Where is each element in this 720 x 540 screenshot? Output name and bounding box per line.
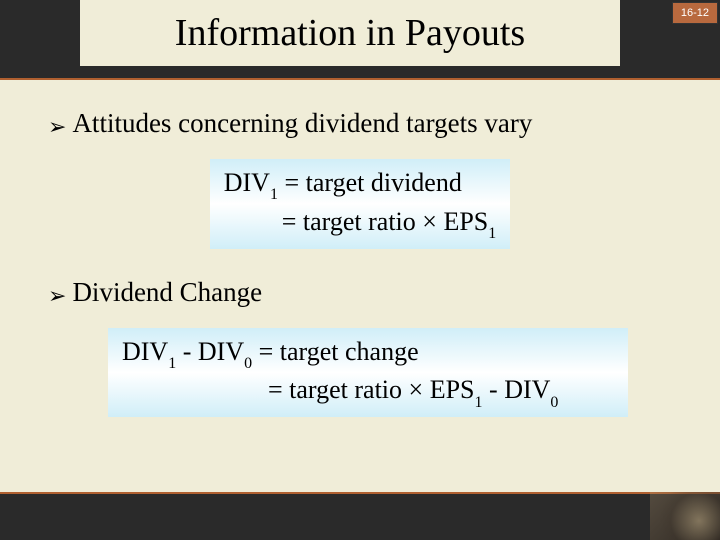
bullet-item: ➢ Dividend Change	[48, 277, 672, 308]
bottom-bar	[0, 492, 720, 540]
eq-var: DIV	[122, 337, 168, 366]
eq-equals: =	[259, 337, 280, 366]
times-icon: ×	[422, 207, 437, 236]
eq-rhs: target dividend	[306, 168, 462, 197]
eq-term: EPS	[443, 207, 488, 236]
bullet-arrow-icon: ➢	[48, 116, 66, 138]
equation-block-1: DIV1 = target dividend = target ratio × …	[210, 159, 511, 249]
eq-equals: =	[284, 168, 305, 197]
eq-subscript: 0	[244, 355, 252, 372]
bullet-arrow-icon: ➢	[48, 285, 66, 307]
title-bar: Information in Payouts	[0, 0, 720, 80]
equation-line: = target ratio × EPS1 - DIV0	[122, 372, 614, 411]
slide-number-badge: 16-12	[672, 2, 718, 24]
bullet-text: Dividend Change	[72, 277, 262, 308]
eq-subscript: 1	[168, 355, 176, 372]
eq-subscript: 1	[270, 186, 278, 203]
equation-line: DIV1 = target dividend	[224, 165, 497, 204]
eq-term: target ratio	[289, 375, 402, 404]
equation-line: = target ratio × EPS1	[224, 204, 497, 243]
times-icon: ×	[409, 375, 424, 404]
eq-subscript: 1	[475, 394, 483, 411]
eq-subscript: 1	[488, 225, 496, 242]
eq-term: target ratio	[303, 207, 416, 236]
eq-minus: -	[483, 375, 505, 404]
eq-rhs: target change	[280, 337, 419, 366]
content-area: ➢ Attitudes concerning dividend targets …	[0, 80, 720, 417]
bullet-item: ➢ Attitudes concerning dividend targets …	[48, 108, 672, 139]
eq-subscript: 0	[550, 394, 558, 411]
equation-line: DIV1 - DIV0 = target change	[122, 334, 614, 373]
eq-var: DIV	[504, 375, 550, 404]
eq-var: DIV	[198, 337, 244, 366]
eq-var: DIV	[224, 168, 270, 197]
eq-term: EPS	[430, 375, 475, 404]
eq-equals: =	[268, 375, 289, 404]
corner-decoration	[650, 492, 720, 540]
equation-block-2: DIV1 - DIV0 = target change = target rat…	[108, 328, 628, 418]
eq-minus: -	[176, 337, 198, 366]
eq-equals: =	[282, 207, 303, 236]
slide-title: Information in Payouts	[175, 11, 525, 55]
title-container: Information in Payouts	[80, 0, 620, 66]
bullet-text: Attitudes concerning dividend targets va…	[72, 108, 532, 139]
